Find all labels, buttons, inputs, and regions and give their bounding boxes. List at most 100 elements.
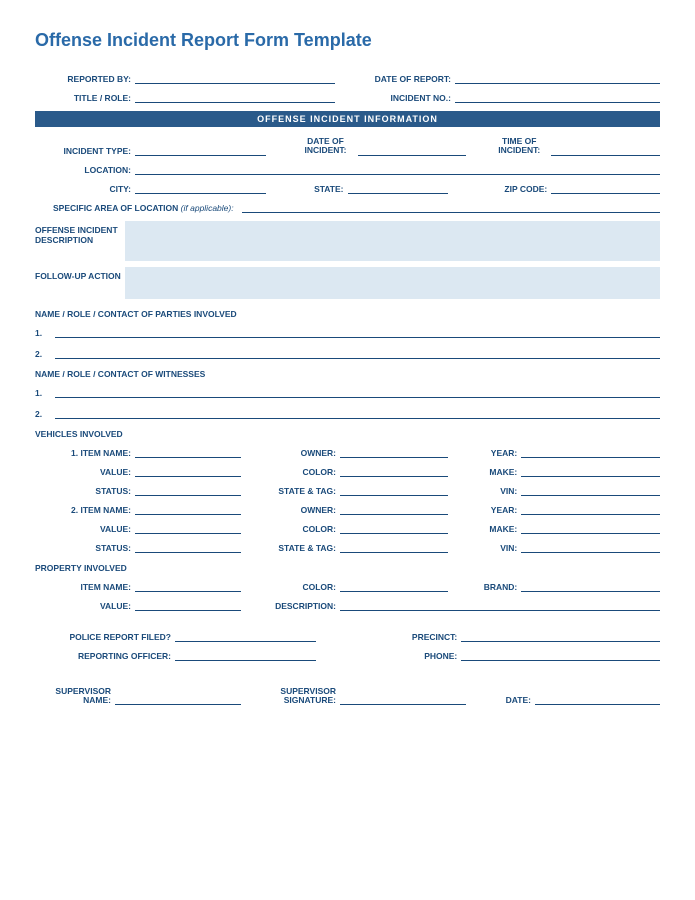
p-desc-label: DESCRIPTION:: [260, 601, 340, 611]
witness-1-num: 1.: [35, 388, 55, 398]
section-bar: OFFENSE INCIDENT INFORMATION: [35, 111, 660, 127]
p-color-input[interactable]: [340, 581, 448, 592]
party-1-input[interactable]: [55, 327, 660, 338]
party-1-row: 1.: [35, 327, 660, 338]
signature-row: SUPERVISORNAME: SUPERVISORSIGNATURE: DAT…: [35, 687, 660, 706]
v2-year-input[interactable]: [521, 504, 660, 515]
v1-color-label: COLOR:: [260, 467, 340, 477]
date-of-report-label: DATE OF REPORT:: [360, 74, 455, 84]
p-item-input[interactable]: [135, 581, 241, 592]
phone-label: PHONE:: [391, 651, 461, 661]
v2-color-label: COLOR:: [260, 524, 340, 534]
v2-status-input[interactable]: [135, 542, 241, 553]
zip-input[interactable]: [551, 183, 660, 194]
witness-1-input[interactable]: [55, 387, 660, 398]
v1-value-input[interactable]: [135, 466, 241, 477]
followup-label: FOLLOW-UP ACTION: [35, 267, 125, 299]
incident-no-label: INCIDENT NO.:: [360, 93, 455, 103]
reported-by-input[interactable]: [135, 73, 335, 84]
p-item-label: ITEM NAME:: [35, 582, 135, 592]
title-role-label: TITLE / ROLE:: [35, 93, 135, 103]
specific-area-input[interactable]: [242, 202, 660, 213]
supervisor-name-label: SUPERVISORNAME:: [35, 687, 115, 706]
reporting-officer-input[interactable]: [175, 650, 316, 661]
v2-statetag-label: STATE & TAG:: [260, 543, 340, 553]
v2-vin-input[interactable]: [521, 542, 660, 553]
v2-make-label: MAKE:: [466, 524, 521, 534]
header-row-1: REPORTED BY: DATE OF REPORT:: [35, 73, 660, 84]
property-label: PROPERTY INVOLVED: [35, 563, 660, 573]
v1-color-input[interactable]: [340, 466, 448, 477]
incident-type-input[interactable]: [135, 145, 266, 156]
supervisor-name-input[interactable]: [115, 694, 241, 705]
supervisor-sig-input[interactable]: [340, 694, 466, 705]
v1-item-input[interactable]: [135, 447, 241, 458]
party-2-input[interactable]: [55, 348, 660, 359]
p-desc-input[interactable]: [340, 600, 660, 611]
property-row2: VALUE: DESCRIPTION:: [35, 600, 660, 611]
v1-item-label: 1. ITEM NAME:: [35, 448, 135, 458]
p-value-input[interactable]: [135, 600, 241, 611]
v2-value-input[interactable]: [135, 523, 241, 534]
v1-make-input[interactable]: [521, 466, 660, 477]
v1-owner-input[interactable]: [340, 447, 448, 458]
city-input[interactable]: [135, 183, 266, 194]
date-of-report-input[interactable]: [455, 73, 660, 84]
followup-row: FOLLOW-UP ACTION: [35, 267, 660, 299]
police-row2: REPORTING OFFICER: PHONE:: [35, 650, 660, 661]
party-2-num: 2.: [35, 349, 55, 359]
v1-vin-input[interactable]: [521, 485, 660, 496]
v1-vin-label: VIN:: [466, 486, 521, 496]
specific-area-row: SPECIFIC AREA OF LOCATION (if applicable…: [35, 202, 660, 213]
vehicle2-row3: STATUS: STATE & TAG: VIN:: [35, 542, 660, 553]
v2-statetag-input[interactable]: [340, 542, 448, 553]
v2-color-input[interactable]: [340, 523, 448, 534]
v2-item-input[interactable]: [135, 504, 241, 515]
v2-owner-input[interactable]: [340, 504, 448, 515]
incident-row-1: INCIDENT TYPE: DATE OFINCIDENT: TIME OFI…: [35, 137, 660, 156]
offense-desc-row: OFFENSE INCIDENT DESCRIPTION: [35, 221, 660, 261]
v1-status-label: STATUS:: [35, 486, 135, 496]
city-row: CITY: STATE: ZIP CODE:: [35, 183, 660, 194]
state-label: STATE:: [298, 184, 348, 194]
date-input[interactable]: [535, 694, 660, 705]
title-role-input[interactable]: [135, 92, 335, 103]
witness-2-input[interactable]: [55, 408, 660, 419]
v1-statetag-input[interactable]: [340, 485, 448, 496]
form-title: Offense Incident Report Form Template: [35, 30, 660, 51]
p-brand-input[interactable]: [521, 581, 660, 592]
specific-area-label: SPECIFIC AREA OF LOCATION (if applicable…: [35, 203, 238, 213]
v1-year-input[interactable]: [521, 447, 660, 458]
phone-input[interactable]: [461, 650, 660, 661]
reported-by-label: REPORTED BY:: [35, 74, 135, 84]
offense-desc-label: OFFENSE INCIDENT DESCRIPTION: [35, 221, 125, 261]
incident-type-label: INCIDENT TYPE:: [35, 146, 135, 156]
v1-owner-label: OWNER:: [260, 448, 340, 458]
city-label: CITY:: [35, 184, 135, 194]
police-report-input[interactable]: [175, 631, 316, 642]
witness-2-num: 2.: [35, 409, 55, 419]
location-label: LOCATION:: [35, 165, 135, 175]
offense-desc-input[interactable]: [125, 221, 660, 261]
precinct-input[interactable]: [461, 631, 660, 642]
header-row-2: TITLE / ROLE: INCIDENT NO.:: [35, 92, 660, 103]
incident-no-input[interactable]: [455, 92, 660, 103]
date-of-incident-input[interactable]: [358, 145, 467, 156]
witness-1-row: 1.: [35, 387, 660, 398]
witness-2-row: 2.: [35, 408, 660, 419]
witnesses-label: NAME / ROLE / CONTACT OF WITNESSES: [35, 369, 660, 379]
state-input[interactable]: [348, 183, 448, 194]
parties-label: NAME / ROLE / CONTACT OF PARTIES INVOLVE…: [35, 309, 660, 319]
location-input[interactable]: [135, 164, 660, 175]
vehicle1-row1: 1. ITEM NAME: OWNER: YEAR:: [35, 447, 660, 458]
vehicle1-row2: VALUE: COLOR: MAKE:: [35, 466, 660, 477]
v2-make-input[interactable]: [521, 523, 660, 534]
time-of-incident-input[interactable]: [551, 145, 660, 156]
property-row1: ITEM NAME: COLOR: BRAND:: [35, 581, 660, 592]
v1-status-input[interactable]: [135, 485, 241, 496]
vehicle2-row2: VALUE: COLOR: MAKE:: [35, 523, 660, 534]
v2-item-label: 2. ITEM NAME:: [35, 505, 135, 515]
time-of-incident-label: TIME OFINCIDENT:: [491, 137, 551, 156]
party-1-num: 1.: [35, 328, 55, 338]
followup-input[interactable]: [125, 267, 660, 299]
